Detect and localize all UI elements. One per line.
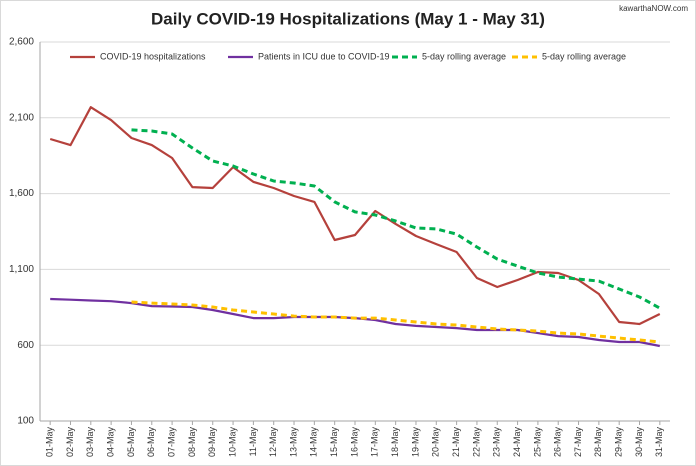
x-tick-label: 22-May xyxy=(471,427,481,458)
x-tick-label: 05-May xyxy=(126,427,136,458)
x-tick-label: 13-May xyxy=(288,427,298,458)
x-tick-label: 27-May xyxy=(573,427,583,458)
x-tick-label: 18-May xyxy=(390,427,400,458)
series-line xyxy=(49,106,661,326)
legend-label: Patients in ICU due to COVID-19 xyxy=(258,51,390,61)
x-tick-label: 19-May xyxy=(410,427,420,458)
x-tick-label: 03-May xyxy=(85,427,95,458)
x-tick-label: 24-May xyxy=(512,427,522,458)
x-tick-label: 26-May xyxy=(553,427,563,458)
x-tick-label: 23-May xyxy=(492,427,502,458)
series-line xyxy=(131,128,661,310)
x-tick-label: 11-May xyxy=(248,427,258,457)
y-tick-label: 100 xyxy=(17,416,34,427)
x-tick-label: 15-May xyxy=(329,427,339,458)
y-tick-label: 1,600 xyxy=(9,188,34,199)
x-tick-label: 08-May xyxy=(187,427,197,458)
watermark: kawarthaNOW.com xyxy=(619,4,688,13)
x-tick-label: 28-May xyxy=(593,427,603,458)
x-tick-label: 29-May xyxy=(614,427,624,458)
y-tick-label: 1,100 xyxy=(9,264,34,275)
legend-label: 5-day rolling average xyxy=(542,51,626,61)
x-tick-label: 21-May xyxy=(451,427,461,458)
y-tick-label: 600 xyxy=(17,340,34,351)
x-tick-label: 12-May xyxy=(268,427,278,458)
legend-label: 5-day rolling average xyxy=(422,51,506,61)
x-tick-label: 06-May xyxy=(146,427,156,458)
x-tick-label: 14-May xyxy=(309,427,319,458)
chart-title: Daily COVID-19 Hospitalizations (May 1 -… xyxy=(151,9,545,28)
x-tick-label: 20-May xyxy=(431,427,441,458)
x-tick-label: 30-May xyxy=(634,427,644,458)
x-tick-label: 09-May xyxy=(207,427,217,458)
x-tick-label: 31-May xyxy=(654,427,664,458)
x-tick-label: 07-May xyxy=(166,427,176,458)
x-tick-label: 17-May xyxy=(370,427,380,458)
x-tick-label: 25-May xyxy=(532,427,542,458)
x-tick-label: 16-May xyxy=(349,427,359,458)
series-line xyxy=(131,300,660,344)
x-tick-label: 01-May xyxy=(45,427,55,458)
x-tick-label: 04-May xyxy=(106,427,116,458)
legend-label: COVID-19 hospitalizations xyxy=(100,51,206,61)
x-tick-label: 10-May xyxy=(227,427,237,458)
x-tick-label: 02-May xyxy=(65,427,75,458)
y-tick-label: 2,100 xyxy=(9,112,34,123)
y-tick-label: 2,600 xyxy=(9,37,34,48)
